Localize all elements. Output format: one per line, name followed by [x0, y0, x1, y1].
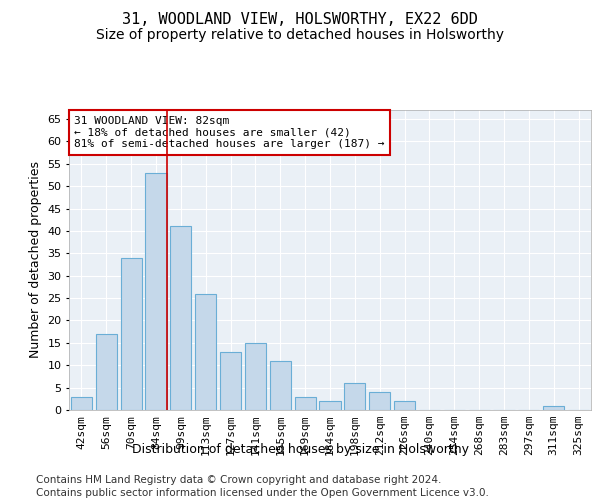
Text: 31, WOODLAND VIEW, HOLSWORTHY, EX22 6DD: 31, WOODLAND VIEW, HOLSWORTHY, EX22 6DD [122, 12, 478, 28]
Bar [270, 360, 291, 410]
Bar [121, 258, 142, 410]
Bar [369, 392, 390, 410]
Bar [344, 383, 365, 410]
Bar [245, 343, 266, 410]
Text: Contains HM Land Registry data © Crown copyright and database right 2024.: Contains HM Land Registry data © Crown c… [36, 475, 442, 485]
Bar [295, 396, 316, 410]
Bar [319, 401, 341, 410]
Text: Size of property relative to detached houses in Holsworthy: Size of property relative to detached ho… [96, 28, 504, 42]
Text: 31 WOODLAND VIEW: 82sqm
← 18% of detached houses are smaller (42)
81% of semi-de: 31 WOODLAND VIEW: 82sqm ← 18% of detache… [74, 116, 385, 149]
Text: Contains public sector information licensed under the Open Government Licence v3: Contains public sector information licen… [36, 488, 489, 498]
Bar [195, 294, 216, 410]
Bar [543, 406, 564, 410]
Text: Distribution of detached houses by size in Holsworthy: Distribution of detached houses by size … [131, 442, 469, 456]
Y-axis label: Number of detached properties: Number of detached properties [29, 162, 41, 358]
Bar [394, 401, 415, 410]
Bar [96, 334, 117, 410]
Bar [220, 352, 241, 410]
Bar [145, 172, 167, 410]
Bar [170, 226, 191, 410]
Bar [71, 396, 92, 410]
